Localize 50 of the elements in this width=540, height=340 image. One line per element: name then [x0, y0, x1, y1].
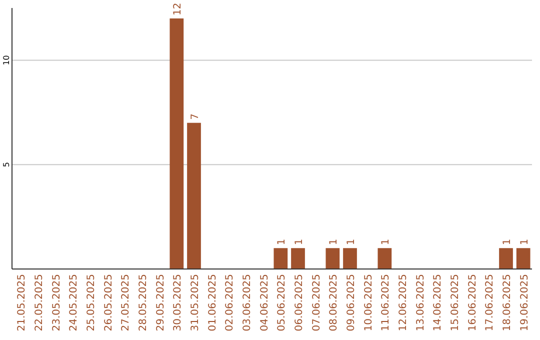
x-tick-label: 31.05.2025	[190, 274, 201, 332]
x-tick-label: 17.06.2025	[484, 274, 496, 332]
x-tick-label: 08.06.2025	[328, 274, 340, 332]
x-tick-label: 14.06.2025	[432, 274, 444, 332]
x-tick-label: 11.06.2025	[380, 274, 392, 332]
x-tick-label: 12.06.2025	[398, 274, 409, 332]
x-tick-label: 04.06.2025	[259, 274, 270, 332]
bar	[291, 248, 305, 269]
x-tick-label: 26.05.2025	[103, 274, 114, 332]
data-label: 1	[502, 238, 513, 246]
bar	[187, 122, 201, 269]
x-tick-label: 22.05.2025	[34, 274, 45, 332]
data-label: 1	[276, 238, 288, 246]
x-tick-label: 18.06.2025	[502, 274, 513, 332]
x-tick-label: 10.06.2025	[363, 274, 374, 332]
data-label: 1	[294, 238, 305, 246]
bar	[516, 248, 530, 269]
x-tick-label: 27.05.2025	[120, 274, 132, 332]
x-tick-label: 02.06.2025	[224, 274, 236, 332]
x-tick-label: 05.06.2025	[276, 274, 288, 332]
x-tick-label: 25.05.2025	[86, 274, 97, 332]
x-tick-label: 23.05.2025	[51, 274, 62, 332]
x-tick-label: 16.06.2025	[467, 274, 478, 332]
x-tick-label: 07.06.2025	[311, 274, 322, 332]
y-tick-label: 5	[2, 162, 11, 168]
x-tick-label: 09.06.2025	[346, 274, 357, 332]
x-tick-label: 24.05.2025	[68, 274, 80, 332]
data-label: 1	[346, 238, 357, 246]
x-tick-label: 29.05.2025	[155, 274, 166, 332]
bar	[499, 248, 513, 269]
data-label: 1	[328, 238, 340, 246]
bar	[170, 18, 184, 269]
data-label: 1	[519, 238, 530, 246]
data-label: 1	[380, 238, 392, 246]
x-tick-label: 30.05.2025	[172, 274, 184, 332]
x-tick-label: 01.06.2025	[207, 274, 218, 332]
x-tick-label: 15.06.2025	[450, 274, 461, 332]
x-tick-label: 06.06.2025	[294, 274, 305, 332]
x-tick-label: 28.05.2025	[138, 274, 149, 332]
bar	[343, 248, 357, 269]
x-tick-label: 13.06.2025	[415, 274, 426, 332]
x-tick-label: 19.06.2025	[519, 274, 530, 332]
bar	[274, 248, 288, 269]
y-tick-label: 10	[2, 55, 11, 66]
bar	[378, 248, 392, 269]
x-tick-label: 03.06.2025	[242, 274, 253, 332]
data-label: 7	[190, 113, 201, 120]
x-tick-label: 21.05.2025	[16, 274, 28, 332]
data-label: 12	[172, 2, 184, 16]
bar	[326, 248, 340, 269]
